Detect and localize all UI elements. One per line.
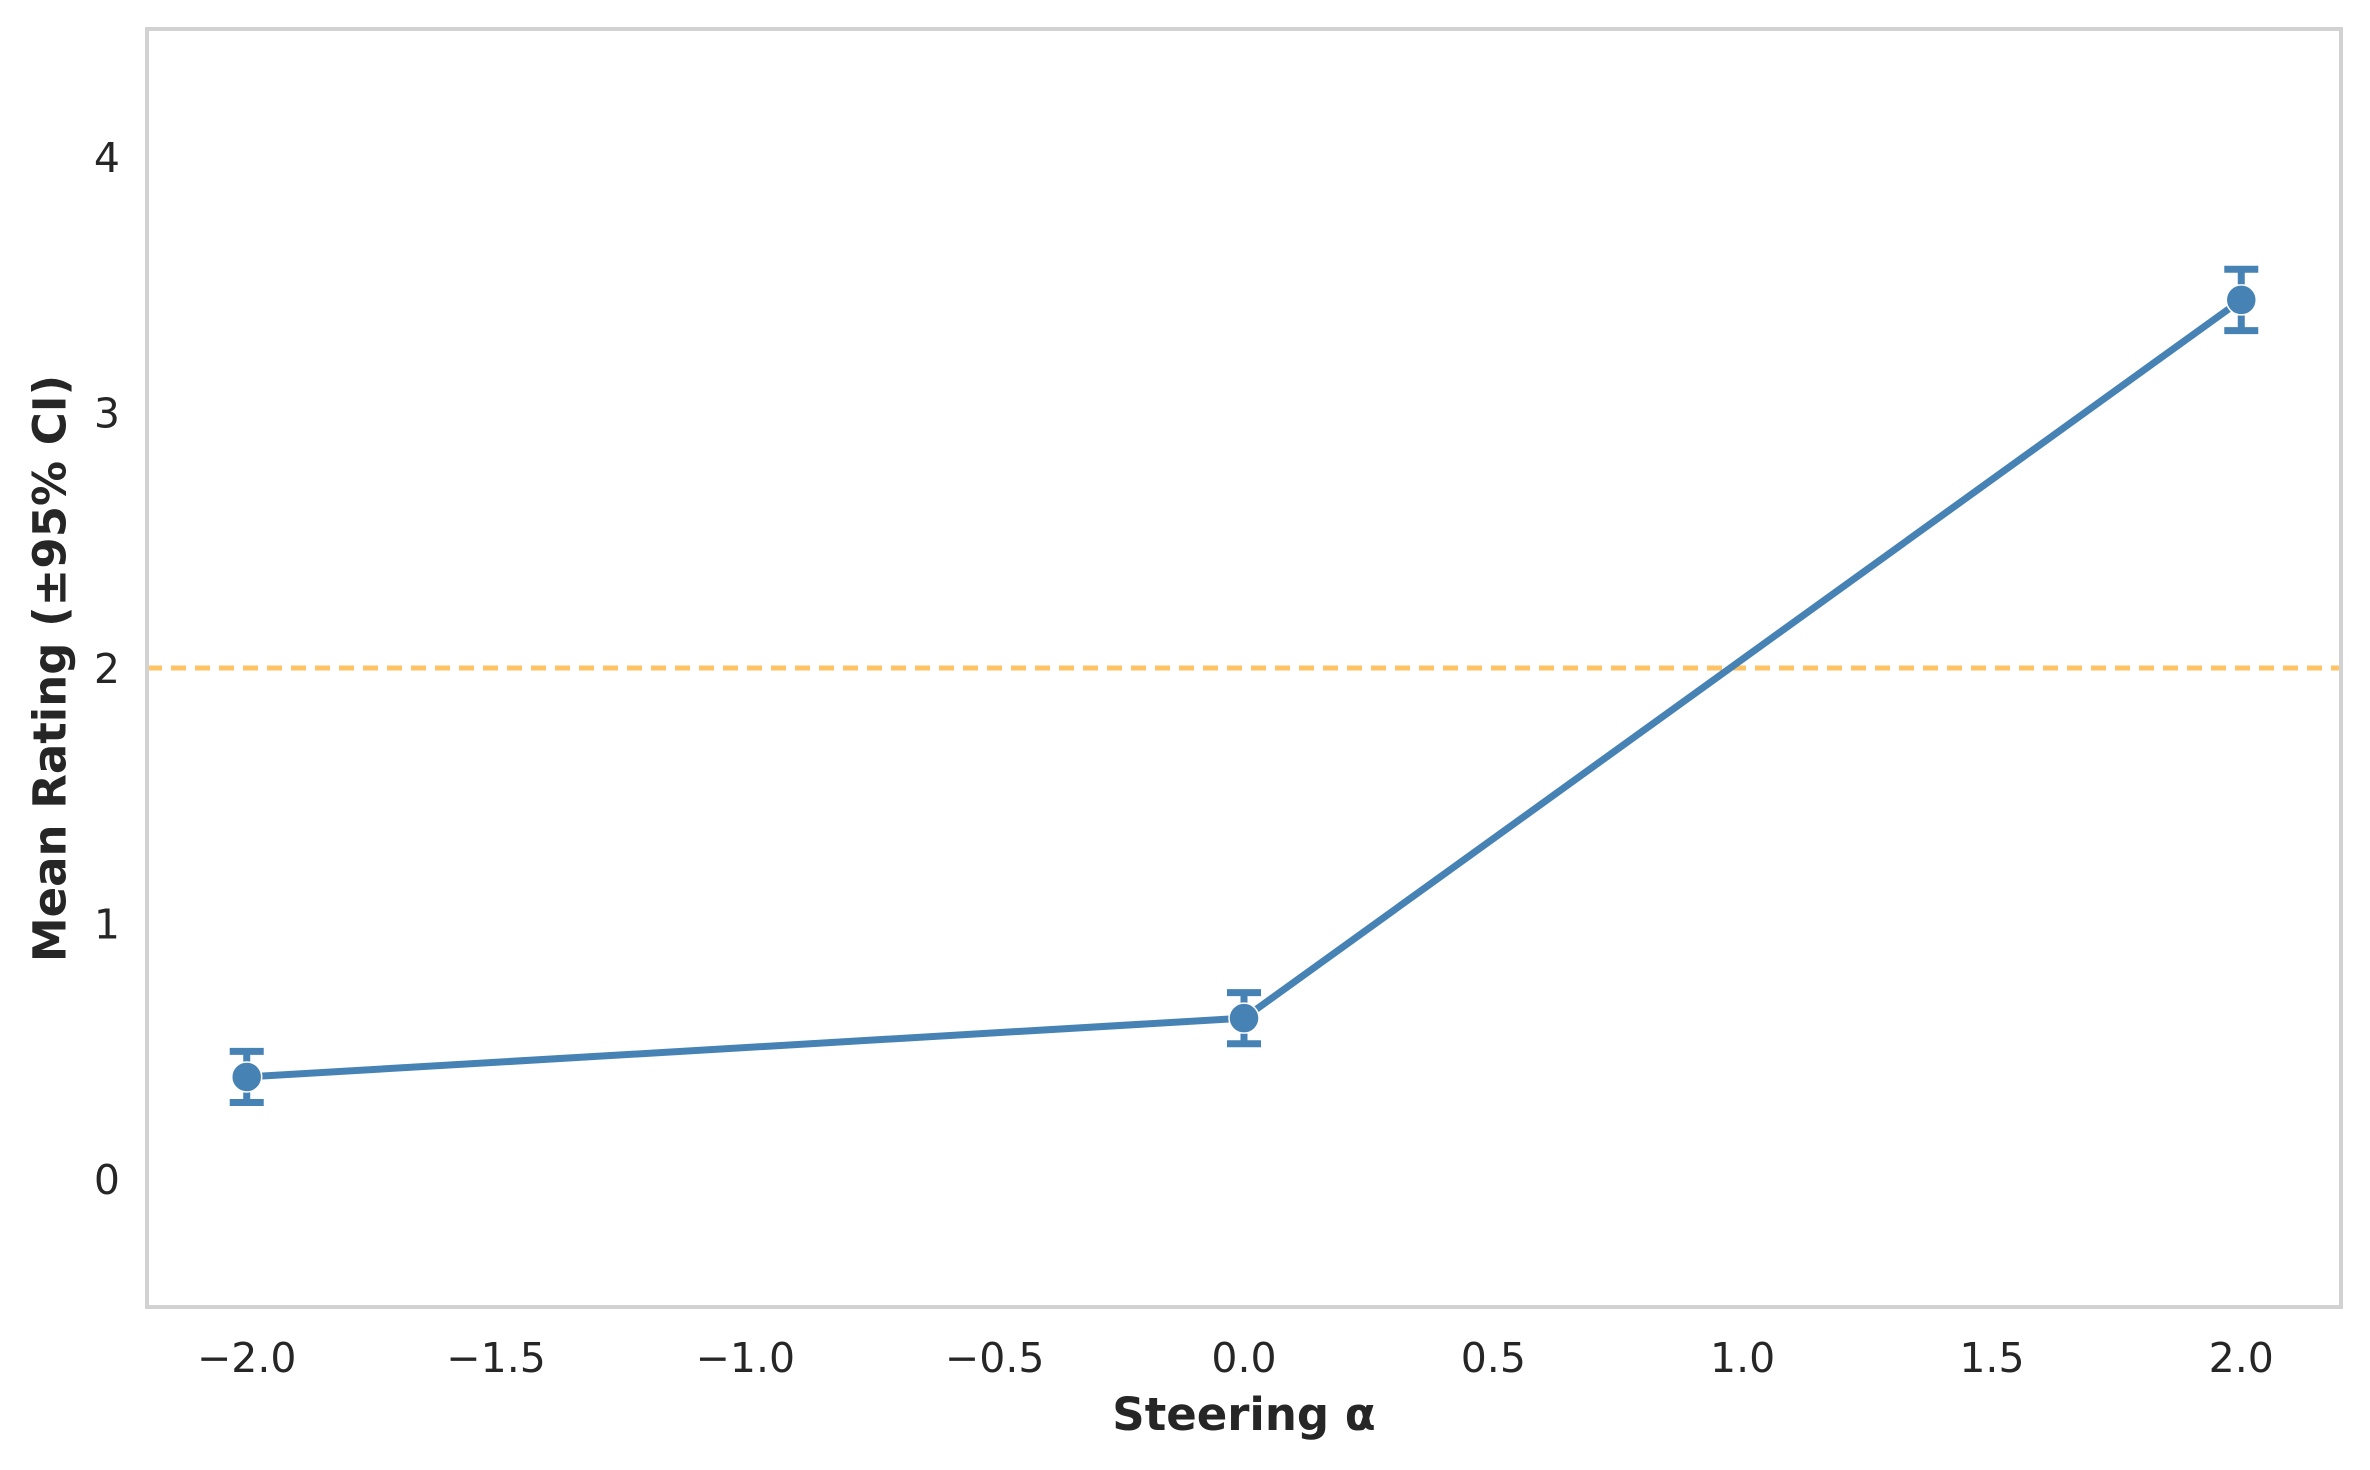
data-point-marker	[2225, 284, 2258, 316]
x-tick-label: 0.0	[1211, 1334, 1276, 1382]
x-tick-label: −0.5	[945, 1334, 1045, 1382]
y-tick-label: 0	[94, 1156, 120, 1204]
y-tick-label: 3	[94, 389, 120, 437]
y-tick-label: 1	[94, 901, 120, 949]
x-tick-label: −2.0	[197, 1334, 297, 1382]
x-tick-label: 2.0	[2209, 1334, 2274, 1382]
series-line	[243, 296, 2245, 1081]
plot-border	[145, 27, 2343, 1309]
y-tick-label: 2	[94, 645, 120, 693]
x-tick-label: −1.0	[696, 1334, 796, 1382]
data-point-marker	[230, 1061, 263, 1093]
y-axis-label: Mean Rating (±95% CI)	[23, 374, 77, 963]
x-tick-label: 0.5	[1461, 1334, 1526, 1382]
x-tick-label: −1.5	[446, 1334, 546, 1382]
data-point-marker	[1228, 1002, 1260, 1034]
x-tick-label: 1.5	[1959, 1334, 2024, 1382]
x-axis-label: Steering α	[1112, 1388, 1376, 1441]
x-tick-label: 1.0	[1710, 1334, 1775, 1382]
y-tick-label: 4	[94, 134, 120, 182]
